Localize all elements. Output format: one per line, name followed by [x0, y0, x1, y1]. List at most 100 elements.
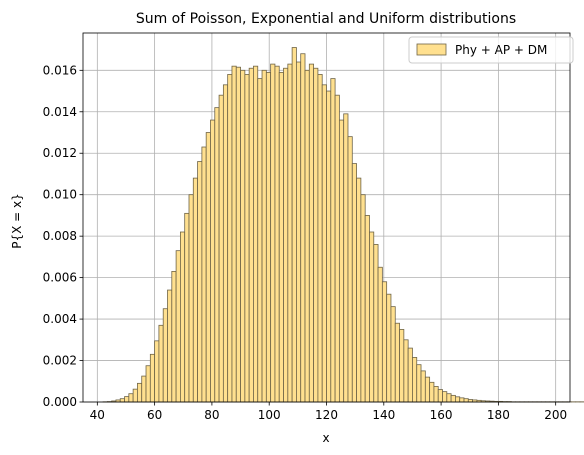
x-axis-ticks: 40 60 80 100 120 140 160 180 200	[90, 402, 567, 422]
histogram-bar	[300, 53, 306, 403]
x-tick-label: 140	[372, 408, 395, 422]
histogram-bar	[356, 177, 362, 403]
histogram-bar	[343, 113, 349, 403]
histogram-bar	[377, 266, 383, 403]
x-tick-label: 80	[204, 408, 219, 422]
histogram-bar	[347, 136, 353, 403]
histogram-bar	[407, 347, 413, 403]
chart-title: Sum of Poisson, Exponential and Uniform …	[136, 11, 516, 27]
histogram-bar	[283, 67, 289, 403]
x-tick-label: 100	[258, 408, 281, 422]
histogram-bar	[321, 84, 327, 403]
y-tick-label: 0.010	[43, 188, 77, 202]
histogram-bar	[394, 322, 400, 403]
histogram-bar	[390, 306, 396, 403]
y-tick-label: 0.012	[43, 146, 77, 160]
histogram-bar	[218, 94, 224, 403]
histogram-bar	[192, 177, 198, 403]
histogram-bar	[360, 194, 366, 403]
histogram-bar	[132, 388, 138, 403]
histogram-bar	[171, 270, 177, 403]
y-tick-label: 0.006	[43, 271, 77, 285]
histogram-bar	[175, 250, 181, 403]
legend-box	[408, 36, 574, 64]
histogram-bar	[214, 107, 220, 403]
histogram-bar	[179, 231, 186, 403]
x-axis-label: x	[322, 431, 329, 445]
histogram-bar	[162, 308, 168, 403]
histogram-bar	[304, 69, 310, 403]
histogram-bar	[351, 163, 357, 403]
y-tick-label: 0.014	[43, 105, 77, 119]
histogram-bar	[158, 324, 164, 403]
histogram-bar	[450, 394, 456, 403]
histogram-bar	[330, 78, 336, 403]
histogram-bar	[442, 391, 448, 403]
histogram-bar	[235, 66, 241, 403]
histogram-bar	[291, 47, 297, 403]
histogram-bar	[437, 389, 443, 403]
histogram-bar	[141, 375, 147, 403]
legend-swatch	[416, 43, 447, 56]
x-tick-label: 160	[430, 408, 453, 422]
histogram-bar	[261, 69, 267, 403]
y-tick-label: 0.016	[43, 63, 77, 77]
histogram-bar	[145, 365, 151, 403]
histogram-bar	[149, 353, 156, 403]
histogram-bar	[119, 398, 125, 403]
y-tick-label: 0.008	[43, 229, 77, 243]
histogram-bar	[244, 74, 250, 403]
histogram-bar	[287, 63, 293, 403]
histogram-bar	[381, 281, 388, 403]
histogram-bar	[278, 71, 284, 403]
histogram-bar	[338, 119, 345, 403]
histogram-bar	[154, 340, 160, 403]
histogram-bar	[210, 119, 216, 403]
histogram-bar	[446, 393, 452, 403]
histogram-bar	[197, 161, 203, 403]
histogram-bar	[334, 94, 340, 403]
histogram-bar	[416, 364, 422, 403]
histogram-bar	[326, 90, 332, 403]
legend: Phy + AP + DM	[408, 36, 574, 64]
histogram-bar	[201, 146, 207, 403]
histogram-bar	[399, 329, 405, 403]
histogram-bar	[369, 231, 375, 403]
histogram-bar	[240, 69, 246, 403]
histogram-bar	[455, 396, 461, 403]
x-tick-label: 200	[544, 408, 567, 422]
histogram-bar	[463, 398, 469, 403]
x-tick-label: 60	[147, 408, 162, 422]
histogram-bar	[420, 370, 426, 403]
histogram-bar	[253, 65, 259, 403]
histogram-bar	[313, 67, 319, 403]
histogram-bar	[137, 382, 143, 403]
histogram-bar	[128, 393, 134, 403]
histogram-bar	[429, 381, 435, 403]
histogram-bar	[308, 63, 315, 403]
histogram-bar	[167, 289, 173, 403]
histogram-bar	[270, 63, 276, 403]
histogram-bar	[364, 215, 370, 403]
histogram-bar	[257, 78, 263, 403]
histogram-bar	[317, 74, 323, 403]
histogram-bar	[248, 67, 254, 403]
y-tick-label: 0.004	[43, 312, 77, 326]
histogram-bar	[184, 212, 190, 403]
x-tick-label: 40	[90, 408, 105, 422]
histogram-bar	[373, 244, 379, 403]
histogram-bars	[102, 47, 584, 403]
histogram-bar	[296, 61, 302, 403]
histogram-bar	[188, 194, 194, 403]
histogram-bar	[265, 71, 272, 403]
x-tick-label: 120	[315, 408, 338, 422]
y-axis-ticks: 0.000 0.002 0.004 0.006 0.008 0.010 0.012 0.014…	[43, 63, 83, 409]
histogram-bar	[227, 74, 233, 403]
histogram-bar	[433, 386, 439, 403]
histogram-bar	[222, 84, 229, 403]
histogram-bar	[412, 357, 418, 403]
y-axis-label: P{X = x}	[10, 193, 24, 249]
legend-label: Phy + AP + DM	[455, 43, 547, 57]
y-tick-label: 0.002	[43, 354, 77, 368]
